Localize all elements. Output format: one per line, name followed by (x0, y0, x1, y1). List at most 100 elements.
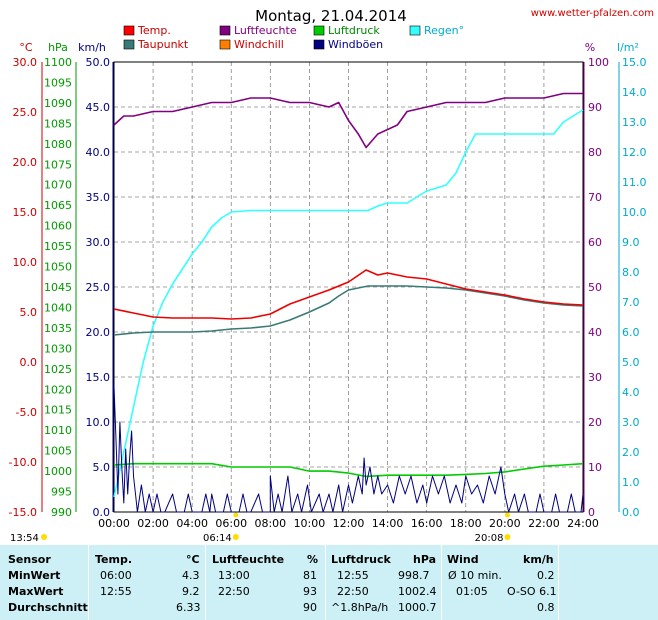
pressure-tick-label: 1060 (44, 220, 72, 233)
x-tick-label: 10:00 (294, 517, 326, 530)
humidity-tick-label: 50 (588, 281, 602, 294)
rain-tick-label: 2.0 (622, 446, 640, 459)
stats-max-temp-time: 12:55 (100, 585, 132, 598)
wind-tick-label: 5.0 (93, 461, 111, 474)
current-time-label: 13:54 (10, 533, 39, 544)
humidity-tick-label: 30 (588, 371, 602, 384)
legend-swatch (219, 39, 231, 50)
stats-max-wind-value: O-SO 6.1 (507, 585, 557, 598)
series-line-luftfeuchte (113, 92, 583, 149)
stats-min-hum-time: 13:00 (218, 569, 250, 582)
stats-temp-unit: °C (186, 553, 200, 566)
stats-min-hum-value: 81 (303, 569, 317, 582)
x-axis: 00:00 02:00 04:00 06:00 08:00 10:00 12:00 14:00… (10, 512, 599, 544)
wind-tick-label: 50.0 (86, 56, 111, 69)
stats-min-press-value: 998.7 (398, 569, 430, 582)
stats-header-row: Sensor Temp. °C Luftfeuchte % Luftdruck … (0, 552, 658, 568)
pressure-tick-label: 990 (51, 506, 72, 519)
temp-tick-label: 15.0 (13, 206, 38, 219)
pressure-tick-label: 1030 (44, 342, 72, 355)
chart-background (0, 0, 658, 545)
legend-label: Luftdruck (328, 24, 380, 37)
x-tick-label: 00:00 (98, 517, 130, 530)
wind-tick-label: 25.0 (86, 281, 111, 294)
stats-hum-unit: % (307, 553, 319, 566)
current-time-icon (41, 534, 47, 540)
series-line-luftdruck (113, 462, 584, 478)
x-tick-label: 08:00 (254, 517, 286, 530)
pressure-tick-label: 1085 (44, 117, 72, 130)
x-tick-label: 22:00 (528, 517, 560, 530)
rain-tick-label: 1.0 (622, 476, 640, 489)
stats-max-temp-value: 9.2 (182, 585, 200, 598)
pressure-axis-unit: hPa (48, 41, 68, 54)
stats-max-row: MaxWert 12:55 9.2 22:50 93 22:50 1002.4 … (0, 584, 658, 600)
x-tick-label: 02:00 (137, 517, 169, 530)
stats-max-hum-value: 93 (303, 585, 317, 598)
legend-swatch (123, 25, 135, 36)
rain-tick-label: 5.0 (622, 356, 640, 369)
temp-tick-label: 25.0 (13, 106, 38, 119)
stats-temp-header: Temp. (95, 553, 133, 566)
legend-label: Temp. (137, 24, 171, 37)
stats-press-unit: hPa (413, 553, 437, 566)
wind-tick-label: 40.0 (86, 146, 111, 159)
stats-min-press-time: 12:55 (337, 569, 369, 582)
rain-tick-label: 10.0 (622, 206, 647, 219)
stats-avg-press-value: 1000.7 (398, 601, 437, 614)
site-link[interactable]: www.wetter-pfalzen.com (531, 8, 654, 19)
weather-chart: Montag, 21.04.2014 www.wetter-pfalzen.co… (0, 0, 658, 545)
series-line-taupunkt (113, 285, 584, 336)
stats-max-hum-time: 22:50 (218, 585, 250, 598)
temp-tick-label: 30.0 (13, 56, 38, 69)
pressure-tick-label: 1095 (44, 76, 72, 89)
legend-swatch (313, 39, 325, 50)
legend-label: Luftfeuchte (234, 24, 297, 37)
stats-min-wind-label: Ø 10 min. (448, 569, 502, 582)
wind-tick-label: 15.0 (86, 371, 111, 384)
humidity-tick-label: 70 (588, 191, 602, 204)
temp-tick-label: -10.0 (9, 456, 37, 469)
humidity-tick-label: 60 (588, 236, 602, 249)
pressure-tick-label: 1000 (44, 465, 72, 478)
pressure-tick-label: 1090 (44, 97, 72, 110)
stats-avg-temp-value: 6.33 (176, 601, 201, 614)
chart-plot-area (113, 92, 584, 513)
sunset-time-label: 20:08 (475, 533, 504, 544)
humidity-tick-label: 0 (588, 506, 595, 519)
rain-tick-label: 8.0 (622, 266, 640, 279)
sunset-icon (504, 534, 511, 540)
temp-axis-unit: °C (19, 41, 33, 54)
statistics-panel: Sensor Temp. °C Luftfeuchte % Luftdruck … (0, 545, 658, 620)
humidity-tick-label: 80 (588, 146, 602, 159)
legend-label: Regen° (424, 24, 464, 37)
rain-tick-label: 6.0 (622, 326, 640, 339)
legend-label: Windchill (234, 38, 284, 51)
pressure-tick-label: 1025 (44, 363, 72, 376)
series-line-regen (113, 109, 584, 498)
stats-min-label: MinWert (8, 569, 61, 582)
pressure-tick-label: 1075 (44, 158, 72, 171)
pressure-tick-label: 1040 (44, 301, 72, 314)
pressure-tick-label: 995 (51, 486, 72, 499)
temp-tick-label: 0.0 (20, 356, 38, 369)
legend-swatch (219, 25, 231, 36)
stats-avg-row: Durchschnitt 6.33 90 ^1.8hPa/h 1000.7 0.… (0, 600, 658, 616)
x-tick-label: 18:00 (450, 517, 482, 530)
wind-axis-unit: km/h (78, 41, 106, 54)
humidity-tick-label: 20 (588, 416, 602, 429)
pressure-tick-label: 1010 (44, 424, 72, 437)
pressure-tick-label: 1055 (44, 240, 72, 253)
pressure-tick-label: 1005 (44, 445, 72, 458)
stats-hum-header: Luftfeuchte (212, 553, 285, 566)
temp-tick-label: 20.0 (13, 156, 38, 169)
stats-min-row: MinWert 06:00 4.3 13:00 81 12:55 998.7 Ø… (0, 568, 658, 584)
rain-tick-label: 9.0 (622, 236, 640, 249)
stats-avg-wind-value: 0.8 (537, 601, 555, 614)
legend-label: Windböen (328, 38, 383, 51)
rain-tick-label: 13.0 (622, 116, 647, 129)
pressure-tick-label: 1050 (44, 261, 72, 274)
pressure-tick-label: 1065 (44, 199, 72, 212)
sunrise-icon (232, 534, 239, 540)
stats-sensor-header: Sensor (8, 553, 51, 566)
